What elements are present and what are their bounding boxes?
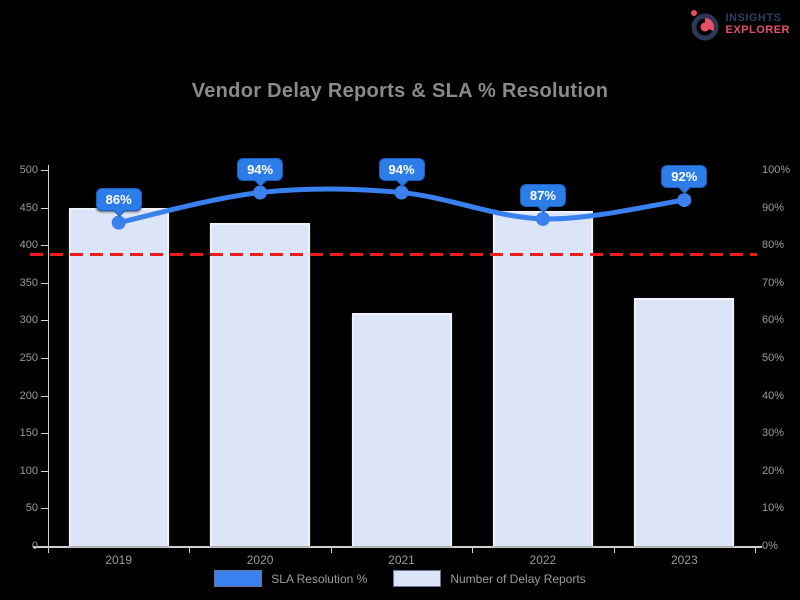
x-axis-tick [48, 548, 49, 553]
y-axis-tick [41, 508, 48, 510]
x-axis-label: 2020 [246, 553, 274, 567]
brand-name-bottom: EXPLORER [725, 24, 790, 36]
y-axis-label-left: 50 [25, 502, 38, 515]
y-axis-label-right: 100% [762, 164, 791, 176]
y-axis-label-left: 300 [19, 314, 38, 327]
threshold-line [30, 253, 757, 257]
y-axis-tick [41, 395, 48, 397]
brand-logo-text: INSIGHTS EXPLORER [725, 13, 790, 36]
y-axis-label-right: 10% [762, 502, 785, 515]
x-axis-tick [189, 548, 191, 553]
y-axis-label-left: 400 [19, 239, 38, 252]
legend: SLA Resolution % Number of Delay Reports [0, 570, 800, 587]
y-axis-tick [41, 207, 48, 209]
legend-label: SLA Resolution % [271, 571, 368, 586]
line-point [253, 185, 268, 200]
data-label: 87% [519, 183, 566, 207]
x-axis-tick [613, 548, 615, 553]
bar [351, 312, 452, 546]
x-axis-tick [755, 548, 756, 553]
y-axis-label-right: 40% [762, 389, 785, 402]
data-label: 94% [237, 157, 284, 181]
x-axis-tick [472, 548, 474, 553]
y-axis-tick [41, 470, 48, 472]
legend-swatch [214, 570, 263, 587]
x-axis-line [33, 546, 762, 548]
line-point [677, 193, 692, 208]
y-axis-label-left: 0 [31, 540, 38, 552]
bar [68, 207, 169, 546]
legend-item[interactable]: Number of Delay Reports [393, 570, 586, 587]
trend-line [116, 186, 687, 226]
data-label: 92% [661, 165, 708, 189]
bar [210, 222, 311, 546]
y-axis-label-right: 90% [762, 201, 785, 214]
y-axis-label-right: 20% [762, 464, 785, 477]
y-axis-tick [41, 546, 48, 547]
y-axis-label-right: 0% [762, 540, 778, 552]
y-axis-label-left: 450 [19, 201, 38, 214]
bar [492, 211, 593, 546]
y-axis-label-left: 200 [19, 389, 38, 402]
y-axis-label-right: 50% [762, 352, 785, 364]
y-axis-tick [41, 358, 48, 359]
y-axis-label-left: 150 [19, 427, 38, 440]
y-axis-label-left: 350 [19, 276, 38, 289]
y-axis-tick [41, 245, 48, 247]
y-axis-label-left: 100 [19, 464, 38, 477]
y-axis-tick [41, 320, 48, 322]
x-axis-label: 2019 [105, 553, 133, 567]
y-axis-tick [41, 433, 48, 435]
bar [634, 297, 735, 546]
legend-label: Number of Delay Reports [450, 571, 586, 586]
brand-logo: INSIGHTS EXPLORER [688, 8, 790, 42]
x-axis-tick [330, 548, 332, 553]
legend-item[interactable]: SLA Resolution % [214, 570, 367, 587]
legend-swatch [393, 570, 442, 587]
y-axis-label-right: 60% [762, 314, 785, 327]
y-axis-label-right: 70% [762, 276, 785, 289]
data-label: 86% [95, 187, 142, 211]
brand-logo-icon [691, 10, 719, 41]
x-axis-label: 2022 [529, 553, 557, 567]
brand-name-top: INSIGHTS [725, 12, 782, 25]
y-axis-label-right: 80% [762, 239, 785, 252]
x-axis-label: 2023 [670, 553, 698, 567]
y-axis-label-right: 30% [762, 427, 785, 440]
y-axis-line [48, 165, 49, 547]
x-axis-label: 2021 [388, 553, 415, 567]
line-point [394, 185, 409, 200]
data-label: 94% [378, 157, 425, 181]
y-axis-tick [41, 170, 48, 171]
y-axis-label-left: 250 [19, 352, 38, 364]
chart-title: Vendor Delay Reports & SLA % Resolution [191, 80, 609, 102]
y-axis-tick [41, 282, 48, 284]
y-axis-label-left: 500 [19, 164, 38, 176]
